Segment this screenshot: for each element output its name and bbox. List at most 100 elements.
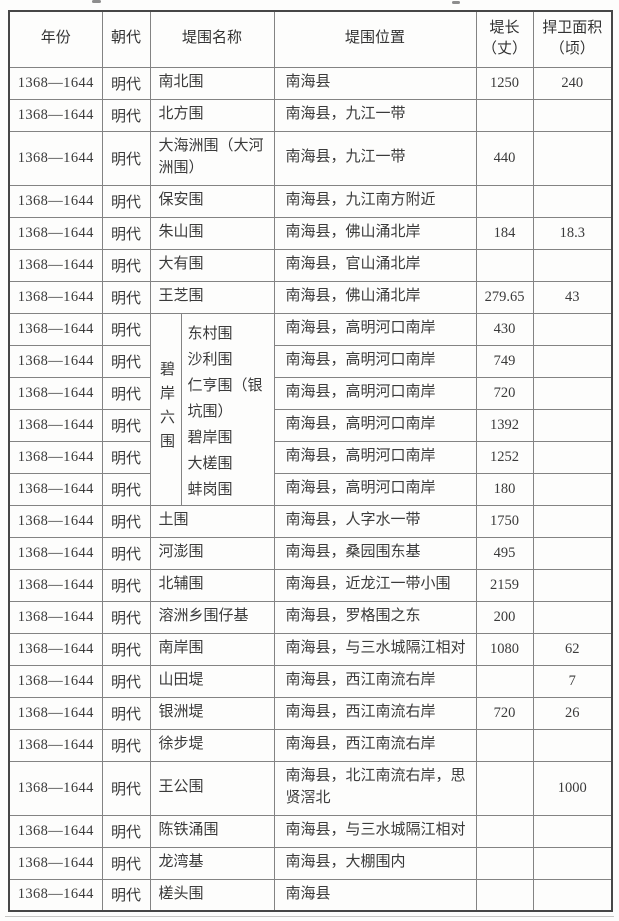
- cell-dynasty: 明代: [101, 632, 151, 666]
- cell-year: 1368—1644: [8, 760, 103, 816]
- cell-dynasty: 明代: [101, 376, 151, 410]
- scan-artifact-speck: [452, 1, 460, 4]
- cell-length: 440: [475, 130, 534, 186]
- cell-location: 南海县: [273, 878, 477, 912]
- cell-dynasty: 明代: [101, 568, 151, 602]
- table-row: 1368—1644 明代 王公围 南海县，北江南流右岸，思贤滘北 1000: [8, 760, 613, 816]
- cell-location: 南海县，官山涌北岸: [273, 248, 477, 282]
- table-row: 1368—1644 明代 河澎围 南海县，桑园围东基 495: [8, 536, 613, 570]
- cell-group-label: 碧岸六围: [149, 312, 182, 506]
- cell-dynasty: 明代: [101, 184, 151, 218]
- cell-name: 王芝围: [149, 280, 275, 314]
- cell-dynasty: 明代: [101, 536, 151, 570]
- cell-area: 18.3: [532, 216, 613, 250]
- table-row: 1368—1644 明代 保安围 南海县，九江南方附近: [8, 184, 613, 218]
- cell-area: [532, 312, 613, 346]
- cell-area: [532, 130, 613, 186]
- cell-location: 南海县，西江南流右岸: [273, 728, 477, 762]
- cell-area: [532, 472, 613, 506]
- cell-name: 银洲堤: [149, 696, 275, 730]
- group-name-item: 蚌岗围: [187, 481, 233, 498]
- scan-artifact-speck: [92, 0, 101, 3]
- cell-area: 7: [532, 664, 613, 698]
- table-row: 1368—1644 明代 南海县，高明河口南岸 180: [8, 472, 613, 506]
- cell-location: 南海县，与三水城隔江相对: [273, 814, 477, 848]
- cell-dynasty: 明代: [101, 440, 151, 474]
- column-header-length: 堤长 （丈）: [475, 10, 534, 68]
- cell-area: [532, 248, 613, 282]
- cell-location: 南海县，佛山涌北岸: [273, 216, 477, 250]
- cell-dynasty: 明代: [101, 472, 151, 506]
- cell-name: 槎头围: [149, 878, 275, 912]
- table-row: 1368—1644 明代 朱山围 南海县，佛山涌北岸 184 18.3: [8, 216, 613, 250]
- cell-year: 1368—1644: [8, 632, 103, 666]
- table-row: 1368—1644 明代 陈铁涌围 南海县，与三水城隔江相对: [8, 814, 613, 848]
- cell-dynasty: 明代: [101, 728, 151, 762]
- cell-length: [475, 760, 534, 816]
- cell-name: 土围: [149, 504, 275, 538]
- cell-area: [532, 344, 613, 378]
- cell-area: [532, 600, 613, 634]
- cell-year: 1368—1644: [8, 312, 103, 346]
- table-row: 1368—1644 明代 王芝围 南海县，佛山涌北岸 279.65 43: [8, 280, 613, 314]
- cell-length: 495: [475, 536, 534, 570]
- table-row: 1368—1644 明代 大海洲围（大河洲围） 南海县，九江一带 440: [8, 130, 613, 186]
- cell-length: [475, 98, 534, 132]
- cell-year: 1368—1644: [8, 66, 103, 100]
- cell-name: 王公围: [149, 760, 275, 816]
- cell-dynasty: 明代: [101, 248, 151, 282]
- cell-length: [475, 248, 534, 282]
- group-name-item: 沙利围: [187, 351, 233, 368]
- group-name-item: 大槎围: [187, 455, 233, 472]
- cell-location: 南海县，近龙江一带小围: [273, 568, 477, 602]
- cell-year: 1368—1644: [8, 376, 103, 410]
- cell-name: 北方围: [149, 98, 275, 132]
- cell-location: 南海县，佛山涌北岸: [273, 280, 477, 314]
- table-row: 1368—1644 明代 南岸围 南海县，与三水城隔江相对 1080 62: [8, 632, 613, 666]
- cell-year: 1368—1644: [8, 846, 103, 880]
- cell-dynasty: 明代: [101, 216, 151, 250]
- cell-area: 43: [532, 280, 613, 314]
- cell-name: 北辅围: [149, 568, 275, 602]
- cell-area: 1000: [532, 760, 613, 816]
- table-body: 1368—1644 明代 南北围 南海县 1250 240 1368—1644 明代 北方围 南海…: [8, 66, 613, 912]
- column-header-dynasty: 朝代: [101, 10, 151, 68]
- cell-dynasty: 明代: [101, 98, 151, 132]
- table-row: 1368—1644 明代 银洲堤 南海县，西江南流右岸 720 26: [8, 696, 613, 730]
- cell-area: [532, 376, 613, 410]
- dike-table: 年份 朝代 堤围名称 堤围位置 堤长 （丈） 捍卫面积 （顷） 1368—164…: [8, 10, 614, 912]
- cell-length: 180: [475, 472, 534, 506]
- cell-area: [532, 846, 613, 880]
- cell-area: [532, 408, 613, 442]
- cell-location: 南海县，九江一带: [273, 98, 477, 132]
- cell-location: 南海县，罗格围之东: [273, 600, 477, 634]
- cell-location: 南海县，高明河口南岸: [273, 312, 477, 346]
- cell-dynasty: 明代: [101, 760, 151, 816]
- cell-name: 溶洲乡围仔基: [149, 600, 275, 634]
- cell-length: 184: [475, 216, 534, 250]
- table-row: 1368—1644 明代 槎头围 南海县: [8, 878, 613, 912]
- cell-name: 河澎围: [149, 536, 275, 570]
- cell-length: 1392: [475, 408, 534, 442]
- cell-year: 1368—1644: [8, 536, 103, 570]
- column-header-location: 堤围位置: [273, 10, 477, 68]
- group-label-vertical: 碧岸六围: [158, 361, 174, 457]
- cell-dynasty: 明代: [101, 696, 151, 730]
- column-header-area-line1: 捍卫面积: [542, 19, 603, 36]
- table-row: 1368—1644 明代 南海县，高明河口南岸 749: [8, 344, 613, 378]
- cell-location: 南海县，桑园围东基: [273, 536, 477, 570]
- cell-name: 南北围: [149, 66, 275, 100]
- cell-name: 山田堤: [149, 664, 275, 698]
- column-header-area: 捍卫面积 （顷）: [532, 10, 613, 68]
- table-row: 1368—1644 明代 北辅围 南海县，近龙江一带小围 2159: [8, 568, 613, 602]
- cell-location: 南海县，高明河口南岸: [273, 408, 477, 442]
- column-header-name: 堤围名称: [149, 10, 275, 68]
- cell-location: 南海县，西江南流右岸: [273, 696, 477, 730]
- dike-table-container: 年份 朝代 堤围名称 堤围位置 堤长 （丈） 捍卫面积 （顷） 1368—164…: [8, 10, 614, 912]
- cell-year: 1368—1644: [8, 184, 103, 218]
- cell-length: 1252: [475, 440, 534, 474]
- cell-year: 1368—1644: [8, 568, 103, 602]
- cropped-next-row-line: [5, 916, 614, 917]
- table-row: 1368—1644 明代 北方围 南海县，九江一带: [8, 98, 613, 132]
- cell-location: 南海县，人字水一带: [273, 504, 477, 538]
